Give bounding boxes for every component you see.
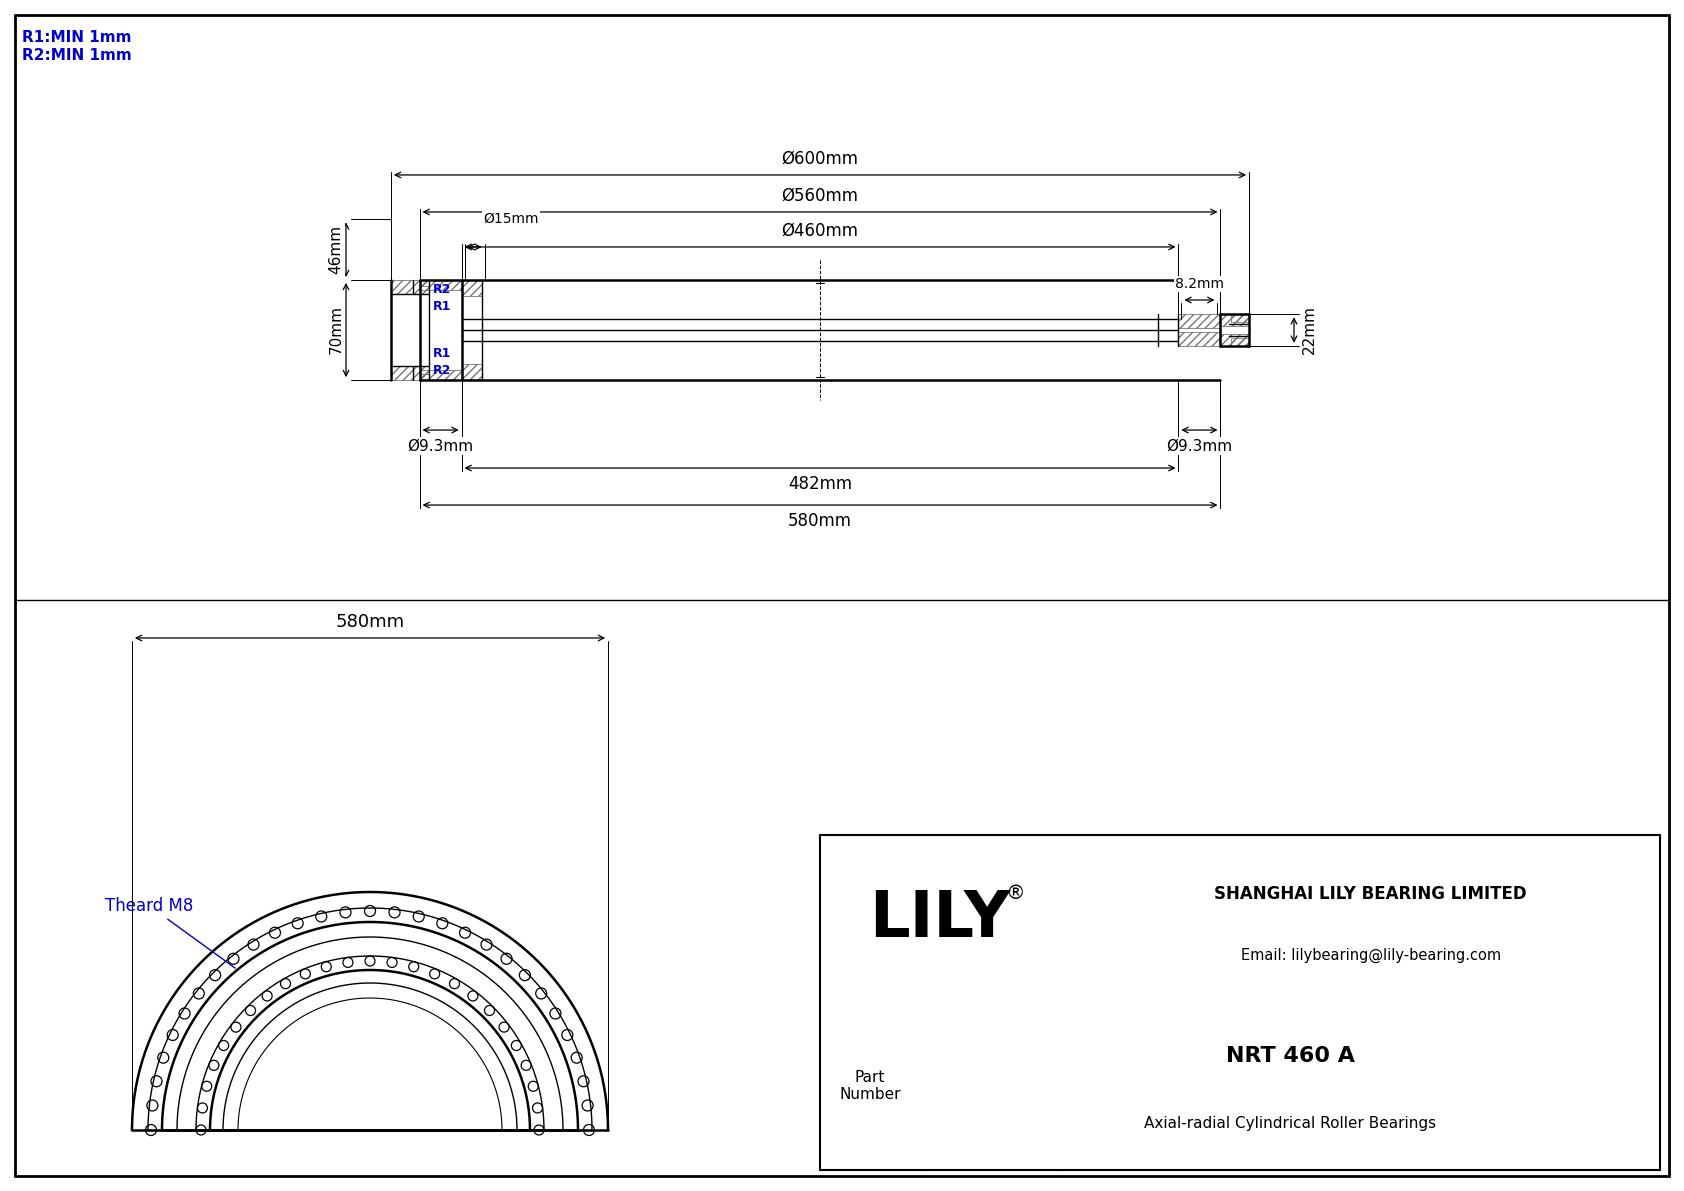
Text: R2:MIN 1mm: R2:MIN 1mm xyxy=(22,48,131,63)
Text: Theard M8: Theard M8 xyxy=(104,897,236,968)
Bar xyxy=(461,364,482,380)
Text: Ø460mm: Ø460mm xyxy=(781,222,859,239)
Bar xyxy=(1221,333,1250,345)
Text: Ø560mm: Ø560mm xyxy=(781,187,859,205)
Text: R1:MIN 1mm: R1:MIN 1mm xyxy=(22,30,131,45)
Bar xyxy=(461,280,482,295)
Text: 22mm: 22mm xyxy=(1302,306,1317,355)
Text: Ø9.3mm: Ø9.3mm xyxy=(1167,438,1233,454)
Bar xyxy=(820,835,1660,1170)
Bar xyxy=(391,280,429,294)
Bar xyxy=(419,280,461,289)
Text: 580mm: 580mm xyxy=(788,512,852,530)
Text: R1: R1 xyxy=(433,300,451,313)
Text: NRT 460 A: NRT 460 A xyxy=(1226,1046,1354,1066)
Bar xyxy=(1231,314,1250,323)
Text: 8.2mm: 8.2mm xyxy=(1175,278,1224,291)
Text: Email: lilybearing@lily-bearing.com: Email: lilybearing@lily-bearing.com xyxy=(1241,948,1500,964)
Text: R2: R2 xyxy=(433,283,451,295)
Text: 46mm: 46mm xyxy=(328,225,344,274)
Text: 580mm: 580mm xyxy=(335,613,404,631)
Text: Ø9.3mm: Ø9.3mm xyxy=(408,438,473,454)
Bar xyxy=(1179,332,1221,345)
Bar xyxy=(391,366,429,380)
Text: ®: ® xyxy=(1005,884,1026,903)
Text: R2: R2 xyxy=(433,364,451,378)
Text: 70mm: 70mm xyxy=(328,306,344,355)
Text: Part
Number: Part Number xyxy=(839,1070,901,1103)
Text: SHANGHAI LILY BEARING LIMITED: SHANGHAI LILY BEARING LIMITED xyxy=(1214,885,1527,903)
Text: R1: R1 xyxy=(433,347,451,360)
Bar xyxy=(1179,314,1221,329)
Bar xyxy=(419,374,429,380)
Text: Axial-radial Cylindrical Roller Bearings: Axial-radial Cylindrical Roller Bearings xyxy=(1143,1116,1436,1130)
Text: LILY: LILY xyxy=(869,887,1010,949)
Text: 482mm: 482mm xyxy=(788,475,852,493)
Bar xyxy=(419,280,429,286)
Text: Ø15mm: Ø15mm xyxy=(483,212,539,226)
Bar xyxy=(419,370,461,380)
Bar xyxy=(1231,338,1250,345)
Bar xyxy=(1221,314,1250,326)
Text: Ø600mm: Ø600mm xyxy=(781,150,859,168)
